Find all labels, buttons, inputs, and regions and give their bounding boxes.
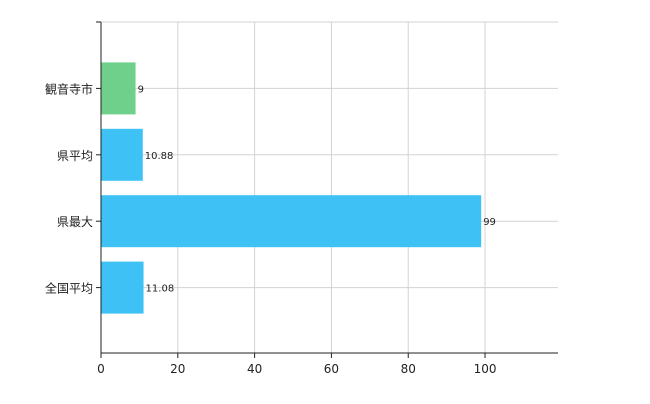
x-tick-label: 80	[401, 362, 416, 376]
data-label: 11.08	[146, 284, 175, 295]
bar	[101, 261, 144, 314]
x-tick-label: 20	[170, 362, 185, 376]
data-label: 10.88	[145, 151, 174, 162]
x-tick-label: 40	[247, 362, 262, 376]
data-label: 99	[483, 217, 496, 228]
x-tick-label: 0	[97, 362, 105, 376]
data-label: 9	[138, 84, 144, 95]
bar	[101, 62, 136, 115]
y-category-label: 県平均	[57, 149, 93, 163]
y-category-label: 全国平均	[45, 281, 93, 296]
bar	[101, 128, 143, 181]
bar-layer	[101, 62, 482, 314]
x-tick-label: 60	[324, 362, 339, 376]
y-category-label: 観音寺市	[45, 81, 93, 96]
x-tick-label: 100	[474, 362, 497, 376]
axis-layer	[96, 21, 558, 358]
grid-layer	[101, 21, 558, 353]
bar	[101, 195, 482, 248]
y-category-label: 県最大	[57, 215, 93, 229]
